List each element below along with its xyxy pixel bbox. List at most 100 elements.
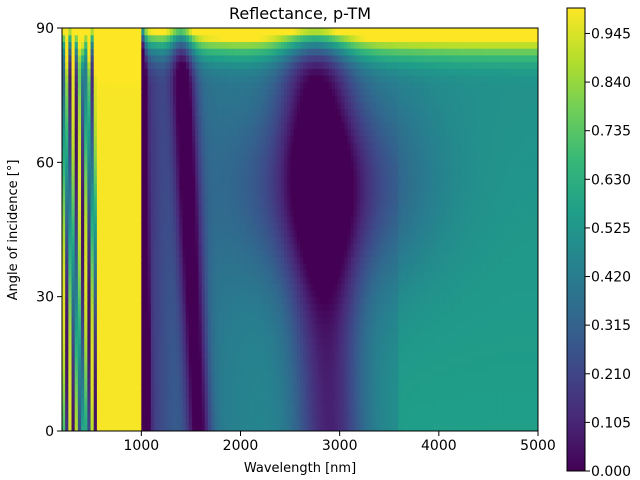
heatmap-cell (223, 303, 228, 311)
heatmap-cell (163, 289, 168, 298)
heatmap-cell (74, 343, 79, 351)
heatmap-cell (157, 48, 161, 56)
heatmap-cell (65, 424, 69, 431)
heatmap-cell (306, 222, 311, 231)
heatmap-cell (131, 236, 136, 244)
heatmap-cell (173, 122, 177, 130)
heatmap-cell (109, 350, 114, 358)
heatmap-cell (239, 115, 244, 123)
heatmap-cell (195, 283, 200, 291)
heatmap-cell (169, 195, 174, 204)
heatmap-cell (188, 236, 193, 244)
heatmap-cell (68, 209, 73, 217)
heatmap-cell (154, 101, 158, 110)
heatmap-cell (223, 101, 228, 110)
heatmap-cell (287, 363, 292, 372)
heatmap-cell (128, 343, 133, 351)
heatmap-cell (287, 276, 292, 284)
heatmap-cell (71, 289, 76, 298)
heatmap-cell (271, 115, 276, 123)
heatmap-cell (125, 316, 130, 325)
heatmap-cell (192, 336, 196, 345)
heatmap-cell (236, 169, 241, 177)
heatmap-cell (195, 310, 200, 318)
heatmap-cell (252, 75, 257, 83)
heatmap-cell (217, 222, 222, 231)
heatmap-cell (239, 41, 244, 49)
heatmap-cell (77, 316, 82, 325)
heatmap-cell (261, 115, 266, 123)
heatmap-cell (62, 115, 66, 123)
heatmap-cell (207, 363, 212, 372)
heatmap-cell (274, 390, 279, 399)
heatmap-cell (217, 383, 222, 392)
heatmap-cell (236, 202, 241, 210)
heatmap-cell (182, 410, 187, 419)
heatmap-cell (236, 303, 241, 311)
heatmap-cell (277, 162, 282, 170)
heatmap-cell (176, 397, 181, 405)
heatmap-cell (265, 336, 269, 345)
heatmap-cell (109, 75, 114, 83)
heatmap-cell (188, 128, 193, 137)
heatmap-cell (112, 135, 117, 143)
heatmap-cell (138, 370, 142, 378)
heatmap-cell (252, 162, 257, 170)
heatmap-cell (233, 236, 238, 244)
heatmap-cell (296, 34, 301, 43)
heatmap-cell (100, 404, 104, 412)
heatmap-cell (217, 236, 222, 244)
heatmap-cell (319, 350, 323, 358)
heatmap-cell (173, 242, 177, 251)
heatmap-cell (242, 370, 247, 378)
heatmap-cell (312, 115, 317, 123)
heatmap-cell (309, 249, 314, 257)
heatmap-cell (223, 41, 228, 49)
heatmap-cell (296, 370, 301, 378)
heatmap-cell (271, 316, 276, 325)
heatmap-cell (211, 28, 215, 36)
heatmap-cell (68, 41, 73, 49)
heatmap-cell (223, 370, 228, 378)
heatmap-cell (303, 323, 307, 331)
heatmap-cell (319, 377, 323, 385)
heatmap-cell (303, 88, 307, 96)
heatmap-cell (138, 202, 142, 210)
heatmap-cell (255, 350, 260, 358)
heatmap-cell (128, 115, 133, 123)
heatmap-cell (233, 303, 238, 311)
heatmap-cell (309, 330, 314, 338)
heatmap-cell (100, 283, 104, 291)
heatmap-cell (119, 169, 123, 177)
heatmap-cell (265, 310, 269, 318)
heatmap-cell (185, 310, 190, 318)
heatmap-cell (287, 61, 292, 69)
heatmap-cell (201, 263, 206, 271)
heatmap-cell (227, 142, 231, 150)
heatmap-cell (315, 222, 320, 231)
heatmap-cell (198, 75, 203, 83)
heatmap-cell (274, 350, 279, 358)
heatmap-cell (242, 249, 247, 257)
heatmap-cell (306, 363, 311, 372)
heatmap-cell (109, 175, 114, 184)
heatmap-cell (131, 189, 136, 197)
heatmap-cell (296, 390, 301, 399)
heatmap-cell (68, 417, 73, 425)
heatmap-cell (233, 28, 238, 36)
heatmap-cell (239, 216, 244, 224)
heatmap-cell (188, 54, 193, 63)
heatmap-cell (322, 128, 326, 137)
heatmap-cell (119, 336, 123, 345)
heatmap-cell (312, 256, 317, 264)
heatmap-cell (144, 296, 149, 304)
heatmap-cell (179, 81, 184, 90)
heatmap-cell (258, 41, 263, 49)
heatmap-cell (204, 135, 209, 143)
heatmap-cell (290, 54, 295, 63)
heatmap-cell (214, 263, 219, 271)
heatmap-cell (188, 162, 193, 170)
heatmap-cell (261, 229, 266, 237)
heatmap-cell (84, 397, 88, 405)
heatmap-cell (223, 357, 228, 365)
